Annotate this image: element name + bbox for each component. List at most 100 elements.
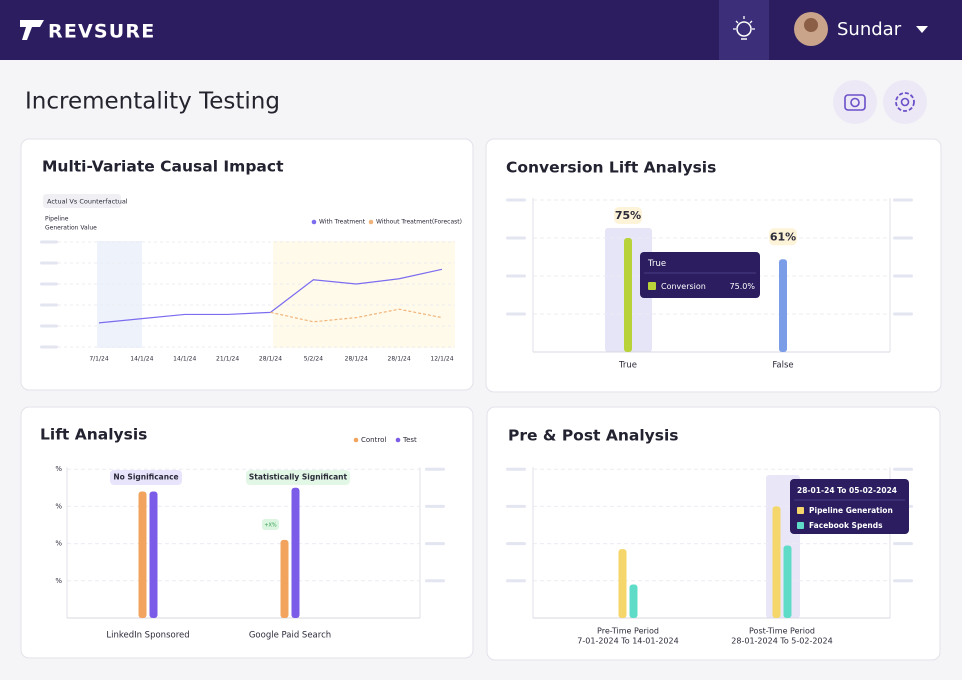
y-tick-label: % bbox=[55, 577, 62, 585]
logo-text: REVSURE bbox=[48, 21, 155, 43]
value-label-pill bbox=[614, 207, 642, 224]
plots: 7/1/24 14/1/24 14/1/24 21/1/24 28/1/24 5/2/24… bbox=[40, 198, 913, 646]
tooltip-swatch bbox=[797, 507, 804, 514]
ideas-button-bg bbox=[719, 0, 769, 60]
tooltip-label: Facebook Spends bbox=[809, 521, 883, 530]
blurred-tick-label bbox=[40, 324, 58, 328]
x-tick-label: 28/1/24 bbox=[345, 356, 368, 363]
bar bbox=[280, 539, 289, 618]
x-tick-label: 7/1/24 bbox=[89, 356, 108, 363]
gear-icon bbox=[895, 92, 915, 112]
value-label-pill bbox=[769, 228, 797, 246]
chart-title: Conversion Lift Analysis bbox=[506, 159, 716, 177]
tooltip-swatch bbox=[797, 522, 804, 529]
x-tick-label: False bbox=[772, 361, 793, 371]
tooltip-box bbox=[640, 252, 760, 298]
x-tick-label: Pre-Time Period bbox=[597, 627, 659, 636]
blurred-tick-label bbox=[506, 198, 526, 202]
bar bbox=[629, 584, 638, 618]
x-tick-label: LinkedIn Sponsored bbox=[106, 631, 189, 641]
y-axis-label: Pipeline bbox=[45, 216, 69, 223]
x-tick-label: 7-01-2024 To 14-01-2024 bbox=[577, 637, 678, 646]
settings-button[interactable] bbox=[883, 80, 927, 124]
x-tick-label: 28-01-2024 To 5-02-2024 bbox=[731, 637, 832, 646]
blurred-tick-label bbox=[425, 579, 445, 583]
x-tick-label: 28/1/24 bbox=[259, 356, 282, 363]
x-tick-label: Google Paid Search bbox=[249, 631, 331, 641]
blurred-tick-label bbox=[506, 542, 526, 546]
bar bbox=[779, 259, 787, 352]
blurred-tick-label bbox=[893, 198, 913, 202]
blurred-tick-label bbox=[425, 542, 445, 546]
card bbox=[486, 406, 941, 661]
tooltip-label: Conversion bbox=[661, 282, 706, 291]
blurred-tick-label bbox=[893, 274, 913, 278]
ideas-button[interactable] bbox=[719, 0, 769, 60]
x-tick-label: 21/1/24 bbox=[216, 356, 239, 363]
pre-period-band bbox=[97, 241, 142, 348]
legend-label: Without Treatment(Forecast) bbox=[376, 219, 462, 226]
settings-button-bg bbox=[883, 80, 927, 124]
legend-label: With Treatment bbox=[319, 219, 366, 226]
legend-label: Control bbox=[361, 436, 386, 444]
chart-title: Pre & Post Analysis bbox=[508, 427, 679, 445]
card bbox=[20, 406, 474, 659]
blurred-tick-label bbox=[40, 282, 58, 286]
annotation-pill bbox=[246, 470, 350, 485]
annotation: +X% bbox=[264, 523, 277, 529]
legend-swatch bbox=[368, 219, 374, 225]
tooltip-label: Pipeline Generation bbox=[809, 506, 893, 515]
blurred-tick-label bbox=[893, 579, 913, 583]
blurred-tick-label bbox=[893, 467, 913, 471]
dropdown-caret bbox=[916, 26, 928, 33]
tooltip-title: 28-01-24 To 05-02-2024 bbox=[797, 486, 897, 495]
bar bbox=[138, 491, 147, 618]
blurred-tick-label bbox=[40, 303, 58, 307]
chart-subtitle: Actual Vs Counterfactual bbox=[47, 198, 128, 206]
bar bbox=[772, 506, 781, 618]
y-tick-label: % bbox=[55, 465, 62, 473]
blurred-tick-label bbox=[40, 345, 58, 349]
blurred-tick-label bbox=[425, 504, 445, 508]
user-menu[interactable]: Sundar bbox=[794, 12, 928, 46]
bulb-rays bbox=[733, 16, 755, 30]
y-tick-label: % bbox=[55, 540, 62, 548]
avatar-face bbox=[804, 18, 818, 32]
post-period-band bbox=[273, 241, 455, 348]
value-label: 61% bbox=[770, 230, 796, 243]
camera-icon bbox=[844, 94, 866, 111]
legend-label: Test bbox=[402, 436, 417, 444]
annotation: No Significance bbox=[113, 473, 178, 482]
camera-lens bbox=[850, 97, 860, 108]
annotation-pill bbox=[110, 470, 182, 485]
x-tick-label: True bbox=[618, 361, 637, 371]
value-label: 75% bbox=[615, 209, 641, 222]
page-title: Incrementality Testing bbox=[25, 89, 280, 115]
subtitle-pill bbox=[43, 194, 121, 208]
tooltip-box bbox=[790, 479, 909, 534]
blurred-tick-label bbox=[425, 467, 445, 471]
legend-swatch bbox=[311, 219, 317, 225]
blurred-tick-label bbox=[893, 312, 913, 316]
legend-swatch bbox=[353, 437, 359, 443]
x-tick-label: 5/2/24 bbox=[304, 356, 323, 363]
bar bbox=[624, 238, 632, 352]
bar bbox=[291, 487, 300, 618]
chart-title: Lift Analysis bbox=[40, 426, 147, 444]
blurred-tick-label bbox=[40, 240, 58, 244]
chart-title: Multi-Variate Causal Impact bbox=[42, 158, 284, 176]
x-tick-label: Post-Time Period bbox=[749, 627, 815, 636]
user-name: Sundar bbox=[837, 19, 902, 40]
y-axis-label: Generation Value bbox=[45, 225, 97, 232]
x-tick-label: 14/1/24 bbox=[173, 356, 196, 363]
tooltip-title: True bbox=[647, 259, 666, 269]
blurred-tick-label bbox=[506, 467, 526, 471]
annotation: Statistically Significant bbox=[249, 473, 348, 482]
blurred-tick-label bbox=[893, 236, 913, 240]
bulb-icon bbox=[736, 21, 752, 37]
blurred-tick-label bbox=[506, 504, 526, 508]
camera-button[interactable] bbox=[833, 80, 877, 124]
blurred-tick-label bbox=[506, 274, 526, 278]
logo-mark bbox=[20, 20, 44, 40]
x-tick-label: 14/1/24 bbox=[130, 356, 153, 363]
